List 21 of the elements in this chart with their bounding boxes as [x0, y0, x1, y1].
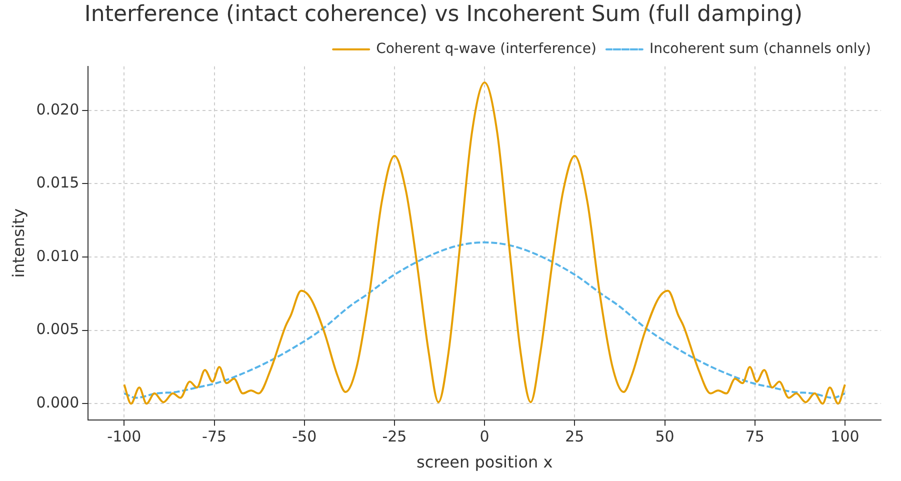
y-tick-label: 0.010 [36, 246, 80, 265]
line-series [123, 82, 846, 405]
y-tick-label: 0.015 [36, 174, 80, 192]
x-tick-label: 50 [655, 428, 674, 446]
x-tick-label: -25 [382, 428, 407, 446]
y-tick-label: 0.020 [36, 100, 80, 118]
line-series [123, 241, 846, 399]
y-tick-label: 0.000 [36, 394, 80, 412]
y-axis-title: intensity [8, 208, 28, 278]
chart-title: Interference (intact coherence) vs Incoherent Sum (full damping) [84, 2, 803, 27]
x-tick-label: 25 [565, 428, 584, 446]
x-axis-title: screen position x [416, 452, 553, 472]
x-tick-label: -75 [202, 428, 227, 446]
y-tick-label: 0.005 [36, 320, 80, 338]
x-tick-label: -100 [107, 428, 142, 446]
x-tick-label: -50 [292, 428, 317, 446]
x-tick-label: 75 [745, 428, 764, 446]
x-tick-label: 0 [480, 428, 490, 446]
legend-label: Incoherent sum (channels only) [649, 41, 872, 58]
legend-label: Coherent q-wave (interference) [376, 41, 596, 58]
x-tick-label: 100 [830, 428, 860, 446]
